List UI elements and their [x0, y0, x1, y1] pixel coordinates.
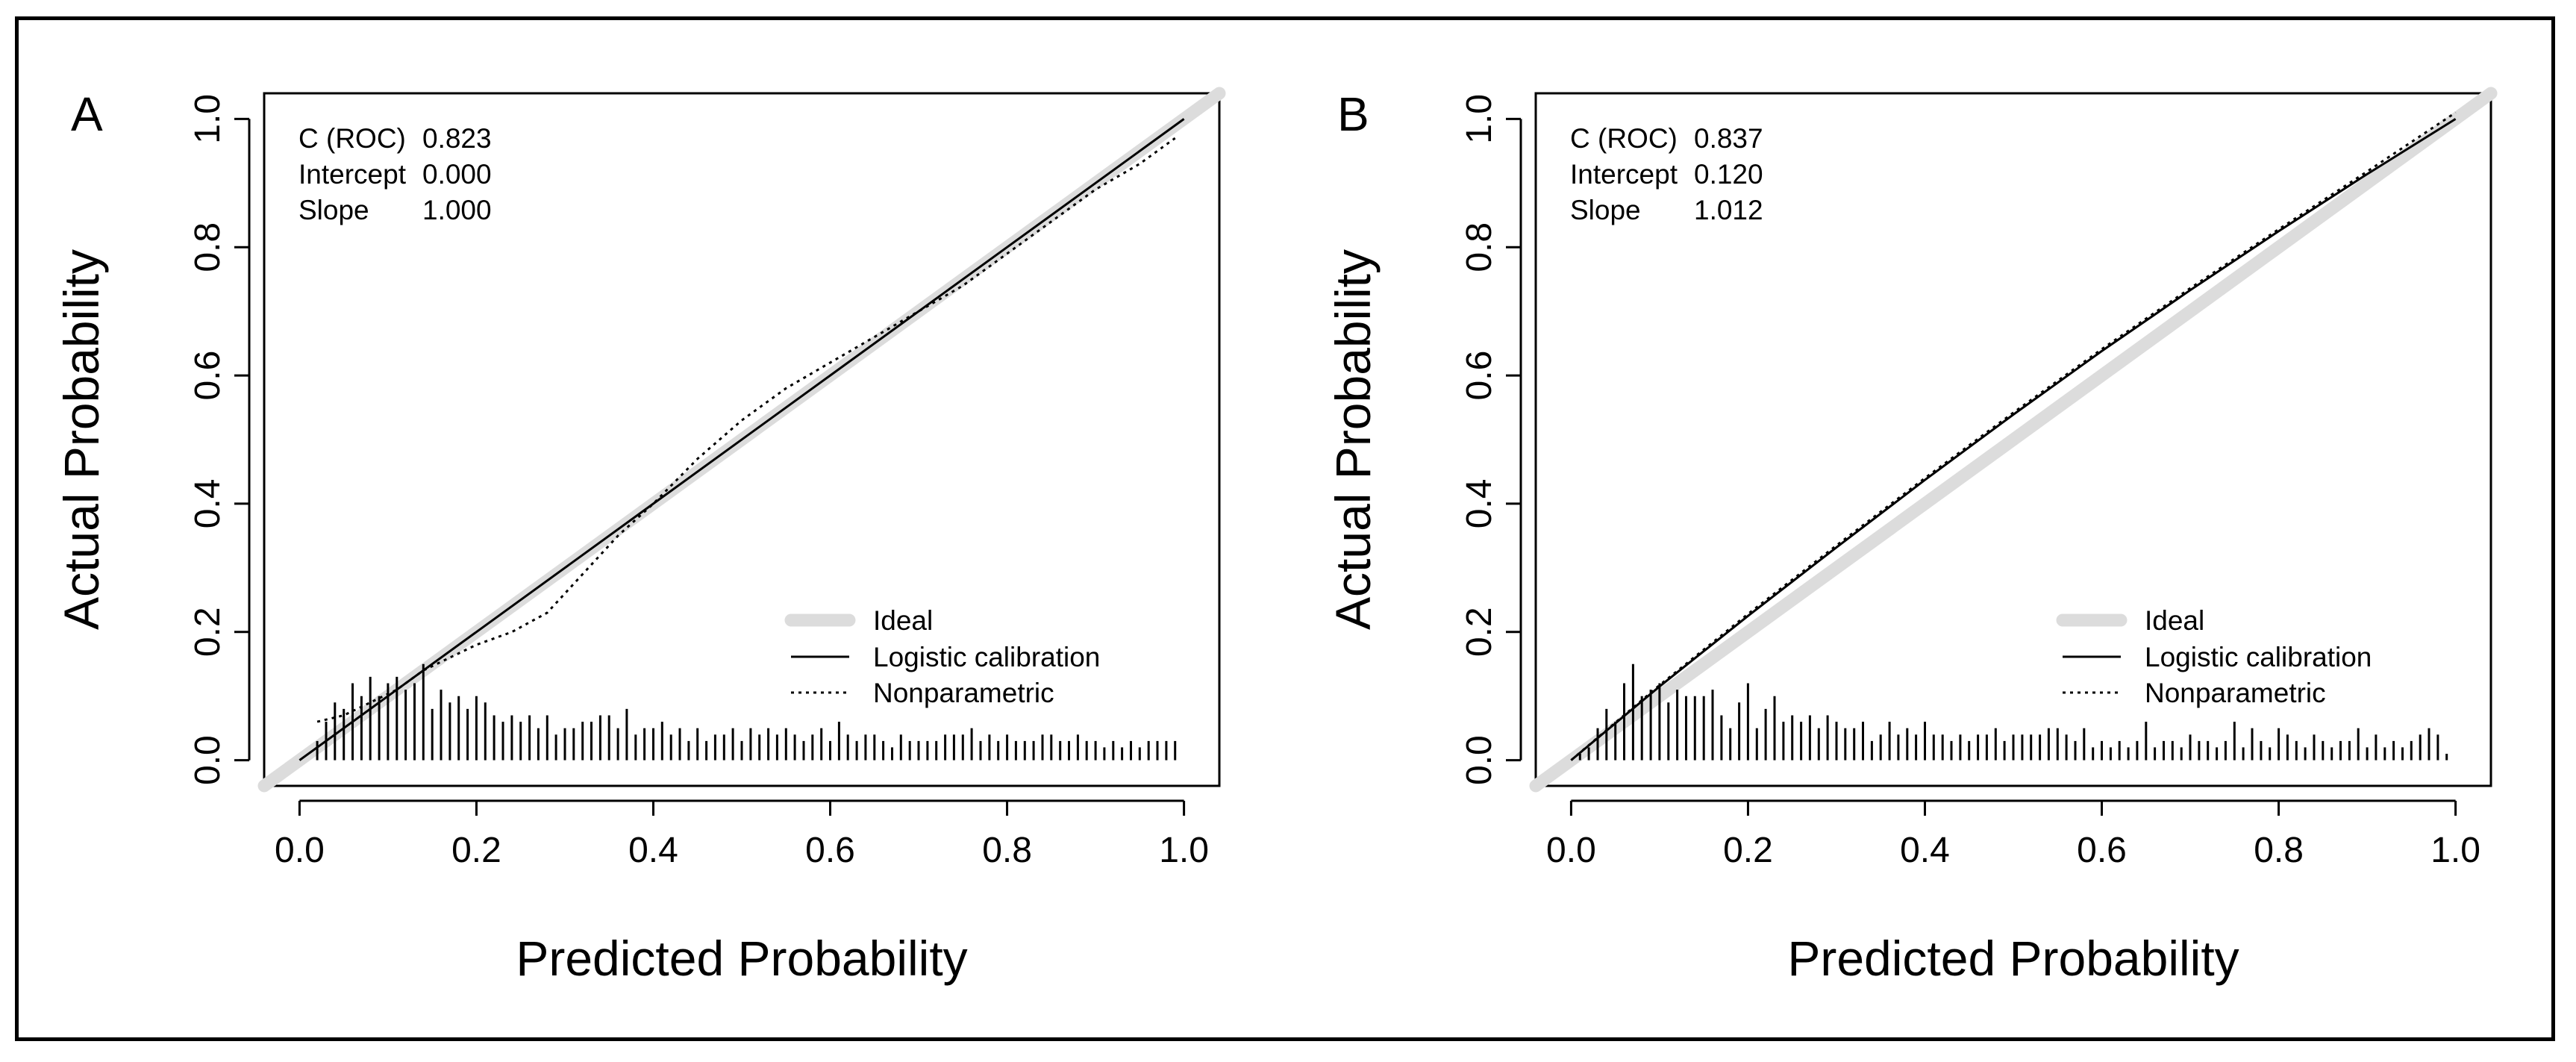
y-tick-label: 0.6 — [188, 351, 228, 401]
legend-label-nonparametric: Nonparametric — [873, 678, 1054, 708]
x-tick-label: 0.4 — [1900, 831, 1950, 870]
panel-b: B 0.0 0.2 0.4 0.6 0.8 1.0 0.0 0.2 0.4 0.6 0.8 1.0 P… — [1325, 87, 2498, 986]
series-logistic-calibration-line — [298, 118, 1185, 761]
y-tick-label: 0.4 — [1460, 479, 1499, 529]
legend-label-ideal: Ideal — [2145, 605, 2204, 636]
stat-value-slope: 1.000 — [422, 195, 492, 225]
series-layer — [298, 118, 1185, 761]
stat-label-c-roc: C (ROC) — [298, 123, 406, 154]
x-tick-label: 0.2 — [1723, 831, 1773, 870]
x-axis-title: Predicted Probability — [1787, 931, 2239, 986]
y-tick-label: 1.0 — [1460, 94, 1499, 144]
x-tick-label: 0.0 — [275, 831, 325, 870]
y-axis-title: Actual Probability — [1325, 249, 1381, 630]
series-nonparametric-line — [316, 137, 1176, 723]
x-tick-label: 0.8 — [982, 831, 1032, 870]
y-tick-label: 0.0 — [188, 735, 228, 785]
stat-value-c-roc: 0.837 — [1694, 123, 1763, 154]
series-ideal-line — [1529, 87, 2498, 793]
stat-label-c-roc: C (ROC) — [1570, 123, 1678, 154]
y-tick-label: 0.6 — [1460, 351, 1499, 401]
stat-label-intercept: Intercept — [298, 159, 407, 190]
y-tick-label: 0.8 — [1460, 222, 1499, 272]
y-tick-label: 0.0 — [1460, 735, 1499, 785]
axes-layer: 0.0 0.2 0.4 0.6 0.8 1.0 0.0 0.2 0.4 0.6 0.8 1.0 — [1460, 94, 2480, 870]
x-tick-label: 0.2 — [451, 831, 501, 870]
y-tick-label: 1.0 — [188, 94, 228, 144]
rug-layer — [1578, 663, 2448, 760]
legend: Ideal Logistic calibration Nonparametric — [2056, 605, 2372, 708]
x-tick-label: 0.6 — [805, 831, 855, 870]
legend-label-logistic: Logistic calibration — [873, 642, 1100, 672]
x-tick-label: 1.0 — [1159, 831, 1209, 870]
legend: Ideal Logistic calibration Nonparametric — [784, 605, 1100, 708]
legend-label-logistic: Logistic calibration — [2145, 642, 2372, 672]
y-tick-label: 0.8 — [188, 222, 228, 272]
panel-letter: B — [1337, 87, 1369, 141]
panel-a: A 0.0 0.2 0.4 0.6 0.8 1.0 0.0 0.2 0.4 0.6 0.8 1.0 P… — [54, 87, 1226, 986]
ideal-layer — [1529, 87, 2498, 793]
x-axis-title: Predicted Probability — [516, 931, 967, 986]
figure-frame — [15, 16, 2555, 1041]
stats-box: C (ROC) 0.837 Intercept 0.120 Slope 1.01… — [1570, 123, 1763, 225]
stat-value-intercept: 0.000 — [422, 159, 492, 190]
legend-label-nonparametric: Nonparametric — [2145, 678, 2326, 708]
y-axis-title: Actual Probability — [54, 249, 109, 630]
y-tick-label: 0.2 — [188, 607, 228, 657]
x-tick-label: 0.6 — [2077, 831, 2127, 870]
x-tick-label: 0.8 — [2254, 831, 2304, 870]
plot-area — [1534, 92, 2492, 787]
series-logistic-calibration-line — [1570, 118, 2457, 761]
stat-label-slope: Slope — [298, 195, 369, 225]
y-tick-label: 0.4 — [188, 479, 228, 529]
x-tick-label: 1.0 — [2430, 831, 2480, 870]
stat-value-intercept: 0.120 — [1694, 159, 1763, 190]
legend-label-ideal: Ideal — [873, 605, 933, 636]
stat-label-intercept: Intercept — [1570, 159, 1678, 190]
stats-box: C (ROC) 0.823 Intercept 0.000 Slope 1.00… — [298, 123, 492, 225]
axes-layer: 0.0 0.2 0.4 0.6 0.8 1.0 0.0 0.2 0.4 0.6 0.8 1.0 — [188, 94, 1209, 870]
x-tick-label: 0.0 — [1546, 831, 1596, 870]
stat-value-c-roc: 0.823 — [422, 123, 492, 154]
plot-area — [263, 92, 1221, 787]
stat-label-slope: Slope — [1570, 195, 1641, 225]
stat-value-slope: 1.012 — [1694, 195, 1763, 225]
y-tick-label: 0.2 — [1460, 607, 1499, 657]
series-layer — [1570, 111, 2457, 761]
x-tick-label: 0.4 — [628, 831, 678, 870]
series-nonparametric-line — [1570, 111, 2457, 761]
panel-letter: A — [71, 87, 103, 141]
